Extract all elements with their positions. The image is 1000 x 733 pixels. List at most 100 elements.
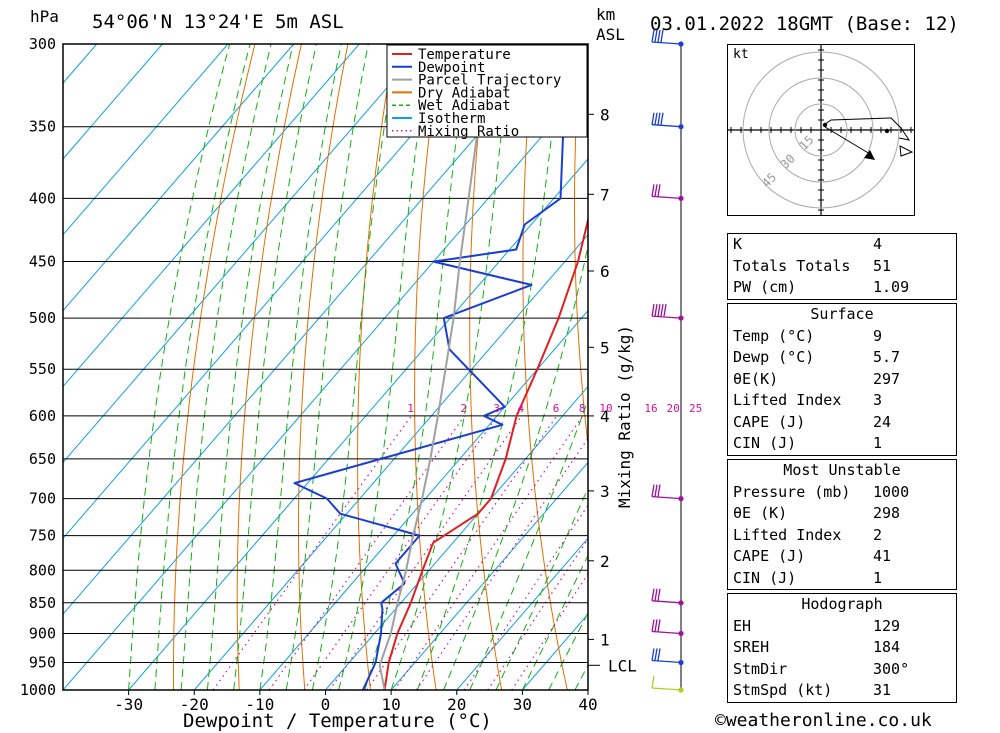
wind-barb-flag — [654, 588, 658, 601]
most-unstable-title: Most Unstable — [783, 461, 901, 479]
wind-barb-flag — [657, 112, 661, 125]
surface-row: CIN (J) 1 — [733, 434, 883, 452]
hodograph-trace — [823, 117, 911, 141]
wind-barb-flag — [654, 619, 658, 632]
hodograph-ring — [768, 77, 874, 183]
isotherm-line — [63, 44, 426, 464]
surface-row: θE(K) 297 — [733, 369, 901, 388]
dry-adiabat-line — [625, 44, 699, 690]
wind-barb-flag — [651, 484, 655, 497]
surface-row: Lifted Index 3 — [733, 391, 883, 409]
wet-adiabat-line — [285, 44, 369, 690]
pressure-tick-label: 650 — [29, 450, 56, 468]
legend-label: Wet Adiabat — [418, 98, 511, 114]
wind-barb-flag — [657, 648, 661, 661]
wind-barb-flag — [651, 588, 655, 601]
hodograph-stats-row: EH 129 — [733, 616, 901, 635]
legend-label: Mixing Ratio — [418, 124, 519, 140]
mixing-ratio-label: 1 — [407, 402, 414, 415]
wet-adiabat-line — [443, 243, 588, 690]
wind-barb-shaft — [651, 195, 682, 200]
x-tick-label: -10 — [245, 695, 274, 714]
isotherm-line — [193, 234, 588, 690]
wind-barb-flag — [651, 303, 655, 317]
x-tick-label: 20 — [447, 695, 466, 714]
wind-level-dot — [678, 659, 684, 666]
wind-barb-flag — [657, 303, 661, 317]
km-tick-label: 6 — [600, 262, 610, 281]
pressure-tick-label: 450 — [29, 253, 56, 271]
mixing-ratio-line — [303, 415, 498, 690]
most-unstable-row: Pressure (mb) 1000 — [733, 482, 910, 501]
pressure-tick-label: 400 — [29, 189, 56, 207]
hodograph-stats-row: StmDir 300° — [733, 659, 910, 678]
mixing-ratio-label: 10 — [599, 402, 612, 415]
pressure-tick-label: 750 — [29, 527, 56, 545]
plot-frame — [62, 43, 589, 691]
isotherm-line — [0, 44, 31, 690]
x-tick-label: 30 — [513, 695, 532, 714]
dry-adiabat-line — [173, 44, 256, 690]
mixing-ratio-label: 25 — [689, 402, 702, 415]
pressure-tick-label: 550 — [29, 360, 56, 378]
wet-adiabat-line — [128, 44, 231, 690]
wind-level-dot — [678, 630, 684, 637]
legend-label: Dewpoint — [418, 60, 485, 76]
most-unstable-row: CAPE (J) 41 — [733, 547, 892, 565]
hodograph-ring — [742, 51, 900, 209]
wind-barb-flag — [657, 619, 661, 632]
wind-barb-flag — [654, 484, 658, 497]
mixing-ratio-label: 16 — [644, 402, 657, 415]
isotherm-line — [63, 44, 229, 236]
wet-adiabat-line — [180, 44, 272, 690]
wet-adiabat-line — [338, 44, 432, 690]
wind-barb-flag — [657, 184, 661, 197]
legend-label: Temperature — [418, 47, 511, 63]
dry-adiabat-line — [236, 44, 302, 690]
wind-barb-shaft — [651, 600, 682, 604]
wind-barb-flag — [651, 29, 655, 43]
pressure-tick-label: 800 — [29, 561, 56, 579]
surface-row: Temp (°C) 9 — [733, 326, 883, 345]
wind-barb-flag — [654, 303, 658, 317]
temperature-profile-line — [383, 216, 588, 690]
km-tick-label: 3 — [600, 482, 610, 501]
storm-motion-vector — [824, 126, 871, 155]
isotherm-line — [63, 44, 557, 615]
hpa-unit-label: hPa — [30, 7, 59, 26]
pressure-tick-label: 1000 — [20, 681, 56, 699]
wet-adiabat-line — [364, 44, 470, 690]
wind-barb-shaft — [651, 41, 682, 45]
wet-adiabat-line — [259, 44, 342, 690]
surface-title: Surface — [810, 305, 874, 323]
dry-adiabat-line — [357, 44, 395, 690]
isotherm-line — [63, 44, 163, 160]
mixing-ratio-line — [511, 572, 588, 690]
wind-barb-flag — [660, 112, 664, 125]
wind-barb-shaft — [651, 630, 682, 635]
hodograph-start-point — [822, 122, 828, 128]
pressure-tick-label: 850 — [29, 594, 56, 612]
km-tick-label: 2 — [600, 552, 610, 571]
hodograph-stats-title: Hodograph — [801, 595, 883, 613]
totals-totals-row: Totals Totals 51 — [733, 256, 892, 275]
pressure-tick-label: 950 — [29, 653, 56, 671]
dry-adiabat-line — [574, 44, 588, 449]
wet-adiabat-line — [206, 44, 294, 690]
copyright-text[interactable]: ©weatheronline.co.uk — [715, 710, 932, 731]
x-tick-label: -30 — [114, 695, 143, 714]
wet-adiabat-line — [311, 44, 399, 690]
isotherm-line — [63, 82, 588, 690]
hodograph-stats-row: SREH 184 — [733, 638, 901, 656]
legend-label: Parcel Trajectory — [418, 73, 561, 89]
pressure-tick-label: 900 — [29, 624, 56, 642]
mixing-ratio-label: 8 — [579, 402, 586, 415]
mixing-ratio-line — [415, 437, 588, 690]
wind-barb-flag — [651, 619, 655, 632]
km-tick-label: 5 — [600, 338, 610, 357]
parcel-trajectory-profile-line — [378, 44, 492, 690]
